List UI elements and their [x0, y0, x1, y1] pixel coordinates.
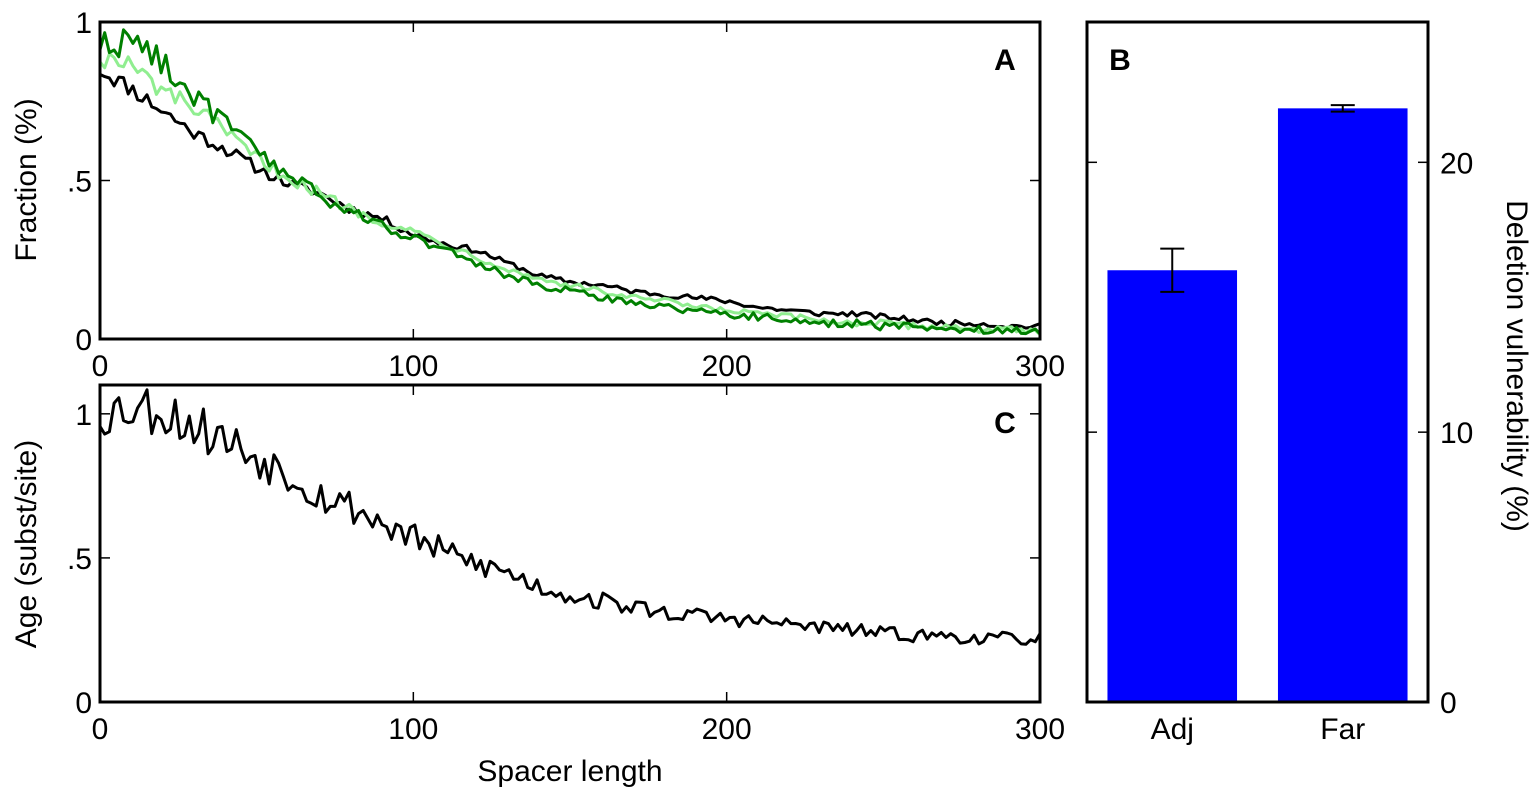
panel-c-letter: C: [994, 407, 1016, 440]
panel-c-ylabel: Age (subst/site): [10, 440, 43, 648]
panel-a-ytick-label: 0: [75, 324, 92, 357]
panel-a-xtick-label: 300: [1015, 350, 1065, 383]
panel-c-xtick-label: 0: [92, 713, 109, 746]
panel-b-xtick-label: Far: [1320, 713, 1365, 746]
panel-a-letter: A: [994, 44, 1016, 77]
errorbar-far: [1330, 104, 1355, 113]
errorbar-adj: [1160, 247, 1185, 293]
panel-a-ytick-label: .5: [67, 166, 92, 199]
panel-b-ytick-label: 20: [1440, 147, 1473, 180]
panel-a-ylabel: Fraction (%): [10, 98, 43, 261]
panel-c-ytick-label: 1: [75, 399, 92, 432]
panel-b-xtick-label: Adj: [1151, 713, 1194, 746]
panel-a-series-1: [98, 52, 1042, 336]
panel-a-xtick-label: 100: [388, 350, 438, 383]
panel-a-xtick-label: 0: [92, 350, 109, 383]
panel-c-ytick-label: 0: [75, 687, 92, 720]
panel-c-xtick-label: 300: [1015, 713, 1065, 746]
panel-b: Adj Far 0 10 20 B Deletion vulnerability (%): [1085, 20, 1533, 746]
bar-far: [1277, 108, 1408, 703]
panel-c-frame: [98, 383, 1042, 704]
panel-b-letter: B: [1109, 44, 1131, 77]
bar-adj: [1107, 270, 1238, 702]
panel-b-ytick-label: 10: [1440, 417, 1473, 450]
panel-c-series-0: [98, 388, 1042, 646]
panel-c: 0 100 200 300 0 .5 1 C Age (subst/site) Spacer…: [10, 383, 1065, 788]
panel-b-ylabel: Deletion vulnerability (%): [1500, 200, 1533, 532]
panel-a-series-2: [98, 28, 1042, 336]
panel-c-xlabel: Spacer length: [477, 755, 662, 788]
panel-a-ytick-label: 1: [75, 7, 92, 40]
panel-c-ytick-label: .5: [67, 543, 92, 576]
panel-b-ytick-label: 0: [1440, 687, 1457, 720]
panel-c-xtick-label: 200: [702, 713, 752, 746]
panel-a-xtick-label: 200: [702, 350, 752, 383]
panel-a: 0 100 200 300 0 .5 1 A Fraction (%): [10, 7, 1065, 383]
panel-b-frame: [1085, 20, 1430, 704]
panel-a-series-0: [99, 73, 1041, 330]
panel-c-xtick-label: 100: [388, 713, 438, 746]
